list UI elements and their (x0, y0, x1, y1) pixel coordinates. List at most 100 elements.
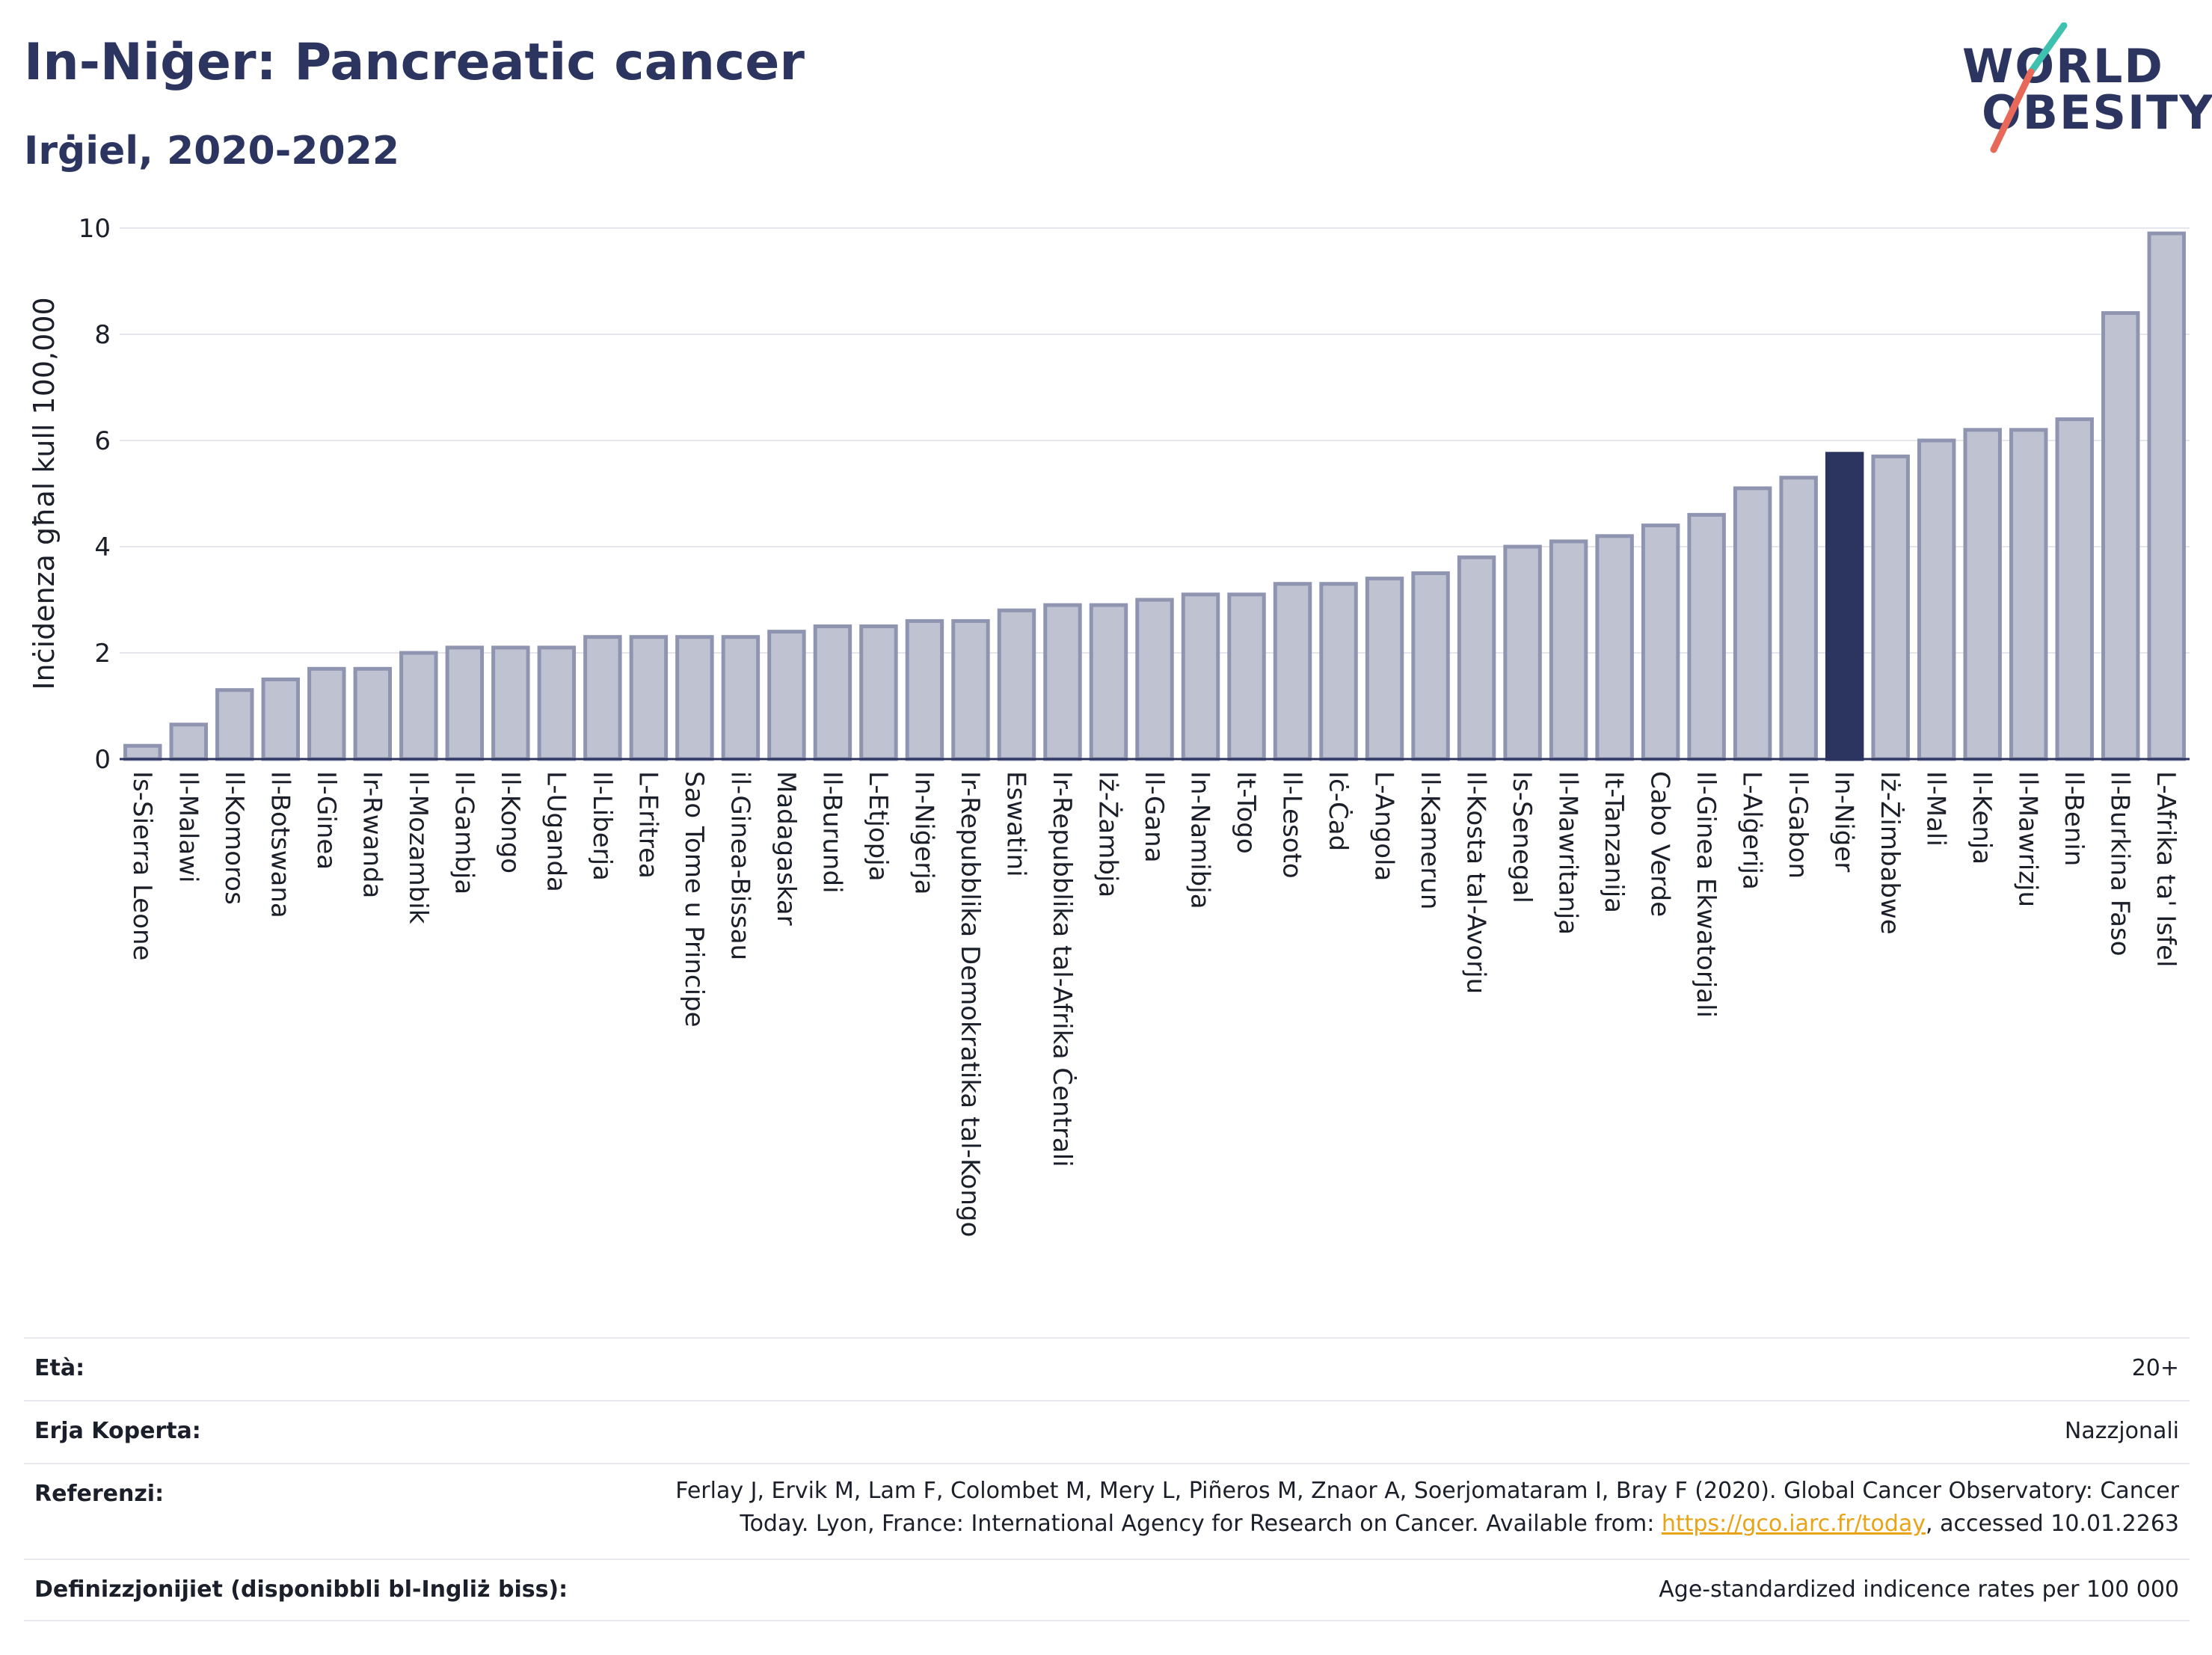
references-line2-text: Today. Lyon, France: International Agenc… (740, 1511, 1662, 1537)
x-tick-label: Il-Lesoto (1277, 771, 1307, 879)
bar (2147, 231, 2186, 761)
x-tick-label: L-Eritrea (633, 771, 663, 879)
bar (2055, 417, 2094, 761)
x-tick-label: Il-Benin (2059, 771, 2089, 866)
logo-line1: WORLD (1962, 39, 2164, 93)
bar (307, 666, 346, 761)
x-tick-label: Iċ-Ċad (1323, 771, 1354, 851)
bar (1779, 476, 1818, 761)
x-tick-label: Il-Malawi (173, 771, 203, 882)
bar (1963, 428, 2002, 761)
bar (859, 624, 898, 761)
bar (353, 666, 393, 761)
chart-subtitle: Irġiel, 2020-2022 (24, 129, 400, 174)
bar (1181, 592, 1220, 761)
x-tick-label: Ir-Rwanda (357, 771, 387, 898)
x-tick-label: Is-Senegal (1507, 771, 1537, 903)
x-tick-label: Il-Kamerun (1415, 771, 1445, 909)
bar (1871, 454, 1910, 761)
meta-row-references: Referenzi: Ferlay J, Ervik M, Lam F, Col… (24, 1464, 2190, 1560)
bar (721, 635, 761, 761)
x-tick-label: Il-Mozambik (403, 771, 433, 924)
x-tick-label: In-Niġer (1829, 771, 1859, 872)
x-tick-label: Cabo Verde (1645, 771, 1675, 917)
x-tick-label: il-Ginea-Bissau (725, 771, 755, 960)
bar (123, 743, 162, 761)
bar-chart: 0 2 4 6 8 10 Inċidenza għal kull 100,000 Is-Sie… (28, 214, 2190, 1237)
bar (169, 722, 208, 761)
x-tick-label: Is-Sierra Leone (127, 771, 157, 961)
x-tick-label: It-Tanzanija (1599, 771, 1629, 913)
area-label: Erja Koperta: (34, 1418, 201, 1444)
x-tick-label: Il-Gambja (449, 771, 479, 894)
bar (813, 624, 852, 761)
bar (537, 645, 577, 761)
metadata-table: Età: 20+ Erja Koperta: Nazzjonali Refere… (24, 1337, 2190, 1621)
references-value: Ferlay J, Ervik M, Lam F, Colombet M, Me… (675, 1475, 2179, 1541)
references-line2-end: , accessed 10.01.2263 (1926, 1511, 2179, 1537)
logo-slash-icon (1990, 22, 2068, 153)
bar (2009, 428, 2048, 761)
bar (1595, 534, 1634, 761)
bar (1687, 512, 1726, 761)
bar (2101, 311, 2140, 761)
x-tick-label: L-Etjopja (863, 771, 893, 882)
references-line2: Today. Lyon, France: International Agenc… (675, 1508, 2179, 1541)
y-tick-label: 6 (94, 426, 111, 456)
bar (1227, 592, 1266, 761)
x-tick-label: Ir-Repubblika Demokratika tal-Kongo (955, 771, 985, 1237)
y-tick-label: 10 (79, 214, 111, 244)
y-tick-label: 2 (94, 639, 111, 669)
x-tick-label: Il-Kongo (495, 771, 525, 873)
x-tick-label: In-Namibja (1185, 771, 1215, 909)
chart-title: In-Niġer: Pancreatic cancer (24, 33, 805, 92)
definitions-label: Definizzjonijiet (disponibbli bl-Ingliż … (34, 1576, 568, 1603)
x-tick-label: Iż-Żimbabwe (1875, 771, 1905, 935)
x-tick-label: Il-Gana (1139, 771, 1169, 863)
bar (491, 645, 530, 761)
x-tick-label: Il-Botswana (265, 771, 295, 918)
y-axis-label: Inċidenza għal kull 100,000 (28, 297, 61, 690)
references-label: Referenzi: (34, 1481, 165, 1507)
references-line1: Ferlay J, Ervik M, Lam F, Colombet M, Me… (675, 1478, 2179, 1504)
bar (951, 618, 990, 761)
y-tick-label: 8 (94, 320, 111, 350)
meta-row-age: Età: 20+ (24, 1339, 2190, 1401)
bar (629, 635, 669, 761)
bar (1503, 544, 1542, 761)
x-tick-label: Il-Kosta tal-Avorju (1461, 771, 1491, 994)
x-tick-label: Il-Mali (1921, 771, 1951, 847)
bar (1917, 438, 1956, 761)
x-tick-label: Iż-Żambja (1093, 771, 1122, 897)
bar (1089, 603, 1128, 761)
x-tick-label: Il-Kenja (1967, 771, 1997, 865)
x-tick-label: It-Togo (1231, 771, 1261, 854)
x-tick-label: Ir-Repubblika tal-Afrika Ċentrali (1047, 771, 1078, 1167)
x-tick-label: Il-Mawritanja (1553, 771, 1583, 935)
x-tick-label: Il-Ginea Ekwatorjali (1691, 771, 1721, 1018)
bar (675, 635, 714, 761)
x-tick-label: Sao Tome u Principe (679, 771, 709, 1028)
bar (445, 645, 485, 761)
bar (1319, 582, 1358, 761)
x-tick-label: Il-Burundi (817, 771, 847, 894)
bar (215, 688, 254, 761)
bar (1273, 582, 1312, 761)
bar (1641, 523, 1680, 761)
x-tick-label: Madagaskar (771, 771, 801, 926)
bar (399, 651, 438, 761)
bar (1825, 452, 1864, 761)
x-tick-label: Il-Komoros (219, 771, 249, 905)
bar (1411, 571, 1450, 761)
bar (261, 678, 301, 761)
x-tick-label: Il-Burkina Faso (2105, 771, 2135, 957)
y-tick-label: 0 (94, 745, 111, 775)
x-tick-label: Eswatini (1001, 771, 1030, 877)
x-tick-label: L-Alġerija (1737, 771, 1767, 890)
age-value: 20+ (2131, 1355, 2179, 1381)
bar (1365, 577, 1404, 761)
bar (1457, 555, 1496, 761)
bar (1733, 486, 1772, 761)
y-tick-label: 4 (94, 532, 111, 562)
references-link[interactable]: https://gco.iarc.fr/today (1661, 1511, 1926, 1537)
